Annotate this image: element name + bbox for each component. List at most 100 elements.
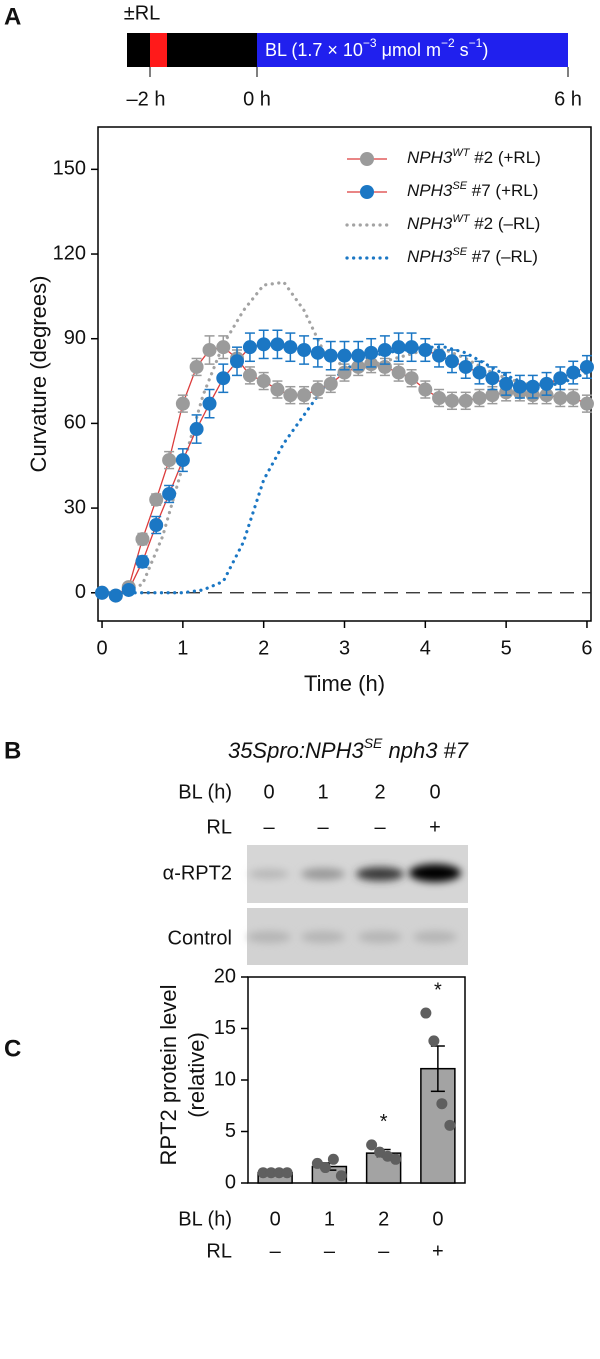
y-tick-label: 15: [214, 1017, 236, 1039]
y-tick-label: 60: [64, 412, 86, 434]
x-row-value: –: [378, 1240, 390, 1262]
blue-light-period: [257, 33, 568, 67]
marker: [189, 422, 204, 437]
marker: [256, 337, 271, 352]
x-tick-label: 6: [581, 637, 592, 659]
panel-label: B: [4, 737, 21, 764]
panel-label: A: [4, 3, 21, 30]
marker: [283, 388, 298, 403]
marker: [270, 337, 285, 352]
marker: [135, 554, 150, 569]
marker: [404, 371, 419, 386]
y-tick-label: 10: [214, 1068, 236, 1090]
marker: [472, 365, 487, 380]
timeline-tick-label: –2 h: [127, 88, 166, 110]
blot-title: 35Spro:NPH3SE nph3 #7: [228, 735, 469, 763]
legend-label-part: SE: [452, 246, 467, 258]
x-tick-label: 0: [270, 1208, 281, 1230]
dark-period: [127, 33, 257, 67]
legend-label-part: NPH3: [407, 214, 453, 233]
marker: [458, 393, 473, 408]
marker: [579, 396, 594, 411]
data-point: [265, 1167, 277, 1179]
marker: [472, 390, 487, 405]
bl-value: 0: [429, 781, 440, 803]
y-tick-label: 30: [64, 496, 86, 518]
x-row-value: –: [324, 1240, 336, 1262]
marker: [566, 365, 581, 380]
legend-label: NPH3SE #7 (+RL): [407, 180, 538, 201]
bl-value: 1: [317, 781, 328, 803]
legend-label: NPH3SE #7 (–RL): [407, 246, 538, 267]
marker: [310, 345, 325, 360]
data-point: [436, 1098, 448, 1110]
data-point: [444, 1119, 456, 1131]
marker: [553, 390, 568, 405]
marker: [418, 382, 433, 397]
marker: [391, 365, 406, 380]
timeline-tick-label: 0 h: [243, 88, 271, 110]
significance-label: *: [434, 979, 442, 1001]
marker: [377, 343, 392, 358]
marker: [404, 340, 419, 355]
marker: [283, 340, 298, 355]
marker: [364, 345, 379, 360]
bl-value: 2: [374, 781, 385, 803]
marker: [418, 343, 433, 358]
marker: [202, 396, 217, 411]
marker: [337, 348, 352, 363]
marker: [256, 374, 271, 389]
x-row-value: –: [270, 1240, 282, 1262]
data-point: [257, 1167, 269, 1179]
blot-image: [247, 845, 468, 965]
marker: [485, 388, 500, 403]
x-row-value: +: [432, 1240, 444, 1262]
marker: [539, 376, 554, 391]
legend-label-part: WT: [452, 213, 470, 225]
marker: [499, 376, 514, 391]
marker: [444, 354, 459, 369]
x-tick-label: 4: [420, 637, 431, 659]
marker: [162, 486, 177, 501]
legend-entry: NPH3WT #2 (–RL): [345, 213, 540, 233]
marker: [202, 343, 217, 358]
data-point: [366, 1139, 378, 1151]
marker: [175, 453, 190, 468]
legend-label: NPH3WT #2 (+RL): [407, 147, 541, 168]
marker: [444, 393, 459, 408]
marker: [149, 518, 164, 533]
legend-label-part: NPH3: [407, 181, 453, 200]
legend-label-part: WT: [452, 147, 470, 159]
y-tick-label: 0: [75, 581, 86, 603]
marker: [175, 396, 190, 411]
marker: [297, 388, 312, 403]
marker: [391, 340, 406, 355]
legend-label-part: #7 (–RL): [467, 247, 538, 266]
x-tick-label: 1: [324, 1208, 335, 1230]
x-axis-label: BL (h): [178, 1208, 232, 1230]
y-axis-label: Curvature (degrees): [26, 276, 51, 473]
y-tick-label: 5: [225, 1120, 236, 1142]
legend-label-part: #7 (+RL): [467, 181, 538, 200]
x-row-label: RL: [206, 1240, 232, 1262]
legend-entry: NPH3SE #7 (–RL): [345, 246, 538, 267]
marker: [189, 359, 204, 374]
bl-row-label: BL (h): [178, 781, 232, 803]
y-tick-label: 0: [225, 1171, 236, 1193]
marker: [566, 390, 581, 405]
marker: [432, 390, 447, 405]
marker: [149, 492, 164, 507]
legend-label-part: #2 (+RL): [469, 148, 540, 167]
x-tick-label: 0: [96, 637, 107, 659]
legend-label-part: #2 (–RL): [469, 214, 540, 233]
timeline-tick-label: 6 h: [554, 88, 582, 110]
y-tick-label: 90: [64, 327, 86, 349]
rl-value: –: [263, 816, 275, 838]
marker: [242, 340, 257, 355]
marker: [242, 368, 257, 383]
y-tick-label: 150: [53, 158, 86, 180]
x-tick-label: 0: [432, 1208, 443, 1230]
rl-value: –: [374, 816, 386, 838]
data-point: [281, 1167, 293, 1179]
